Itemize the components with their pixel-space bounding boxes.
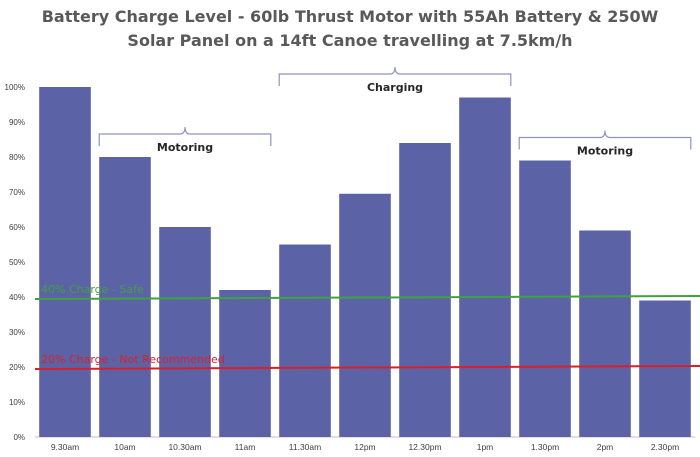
annotation-bracket — [98, 126, 272, 146]
bar-11-30am — [279, 244, 331, 437]
y-axis: 0% 10% 20% 30% 40% 50% 60% 70% 80% 90% 100% — [5, 83, 25, 442]
bar-1-30pm — [519, 160, 571, 437]
annotation-label: Charging — [367, 81, 423, 94]
y-tick-label: 60% — [9, 223, 25, 232]
y-tick-label: 40% — [9, 293, 25, 302]
bar-9-30am — [39, 87, 91, 437]
x-tick-label: 12.30pm — [408, 442, 441, 452]
annotation-bracket — [518, 130, 692, 150]
y-tick-label: 100% — [5, 83, 25, 92]
bar-12pm — [339, 193, 391, 437]
reference-lines: 40% Charge - Safe 20% Charge - Not Recomm… — [34, 283, 700, 370]
x-tick-label: 10am — [114, 442, 135, 452]
annotation-label: Motoring — [157, 141, 213, 154]
x-tick-label: 2pm — [597, 442, 614, 452]
bar-10-30am — [159, 227, 211, 437]
annotation-brackets: Motoring Charging Motoring — [98, 66, 692, 158]
bar-2-30pm — [639, 300, 691, 437]
x-tick-label: 11.30am — [289, 442, 321, 452]
reference-line-label: 40% Charge - Safe — [41, 283, 144, 296]
y-tick-label: 10% — [9, 398, 25, 407]
y-tick-label: 50% — [9, 258, 25, 267]
reference-line — [34, 365, 700, 370]
bar-10am — [99, 157, 151, 437]
x-tick-label: 12pm — [354, 442, 375, 452]
bar-12-30pm — [399, 143, 451, 437]
y-tick-label: 80% — [9, 153, 25, 162]
chart-title-line-1: Battery Charge Level - 60lb Thrust Motor… — [42, 7, 659, 26]
annotation-label: Motoring — [577, 145, 633, 158]
y-tick-label: 30% — [9, 328, 25, 337]
annotation-bracket — [278, 66, 512, 86]
chart-title-line-2: Solar Panel on a 14ft Canoe travelling a… — [127, 31, 572, 50]
x-tick-label: 9.30am — [51, 442, 79, 452]
y-tick-label: 0% — [13, 433, 25, 442]
x-tick-label: 1.30pm — [531, 442, 559, 452]
x-tick-label: 1pm — [477, 442, 494, 452]
bar-11am — [219, 290, 271, 437]
x-tick-label: 11am — [235, 442, 256, 452]
x-axis: 9.30am 10am 10.30am 11am 11.30am 12pm 12.30pm 1… — [51, 442, 679, 452]
x-tick-label: 10.30am — [168, 442, 201, 452]
reference-line-label: 20% Charge - Not Recommended — [41, 353, 225, 366]
y-tick-label: 70% — [9, 188, 25, 197]
bar-1pm — [459, 97, 511, 437]
bar-2pm — [579, 230, 631, 437]
y-tick-label: 90% — [9, 118, 25, 127]
y-tick-label: 20% — [9, 363, 25, 372]
bars-group — [39, 87, 691, 437]
x-tick-label: 2.30pm — [651, 442, 679, 452]
reference-line — [34, 295, 700, 300]
